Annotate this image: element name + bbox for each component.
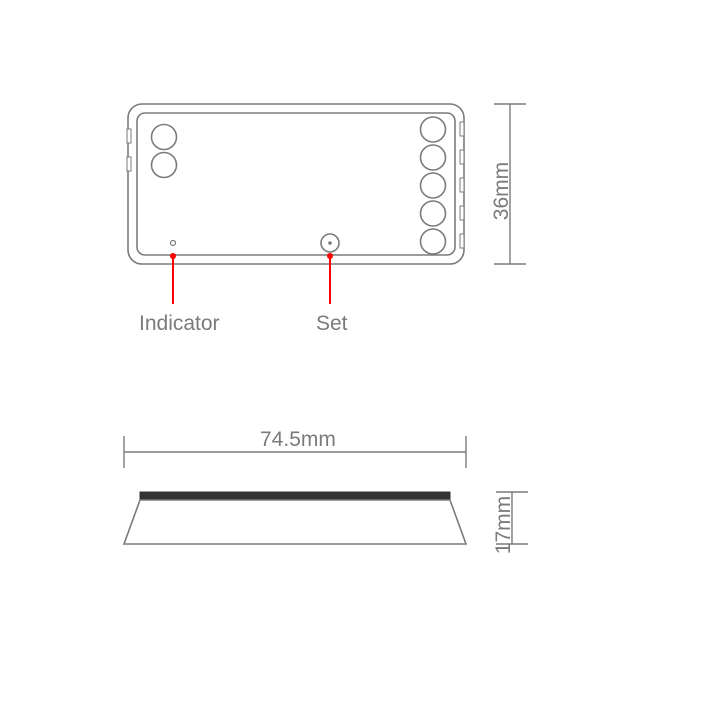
dim-36-label: 36mm: [490, 162, 513, 220]
indicator-led: [171, 241, 176, 246]
set-label: Set: [316, 312, 348, 335]
left-notch-0: [127, 129, 131, 143]
right-notch-1: [460, 150, 464, 164]
left-notch-1: [127, 157, 131, 171]
set-button-center: [328, 241, 332, 245]
device-inner: [137, 113, 455, 255]
indicator-pointer-dot: [170, 253, 176, 259]
right-terminal-0: [421, 117, 446, 142]
right-terminal-1: [421, 145, 446, 170]
left-terminal-0: [152, 125, 177, 150]
right-notch-3: [460, 206, 464, 220]
right-notch-4: [460, 234, 464, 248]
dim-17-label: 17mm: [492, 496, 515, 554]
device-outer: [128, 104, 464, 264]
right-terminal-2: [421, 173, 446, 198]
right-notch-2: [460, 178, 464, 192]
set-pointer-dot: [327, 253, 333, 259]
dim-745-label: 74.5mm: [260, 428, 336, 451]
left-terminal-1: [152, 153, 177, 178]
side-body: [124, 500, 466, 544]
indicator-label: Indicator: [139, 312, 220, 335]
right-notch-0: [460, 122, 464, 136]
side-top-bar: [140, 492, 450, 500]
right-terminal-3: [421, 201, 446, 226]
right-terminal-4: [421, 229, 446, 254]
